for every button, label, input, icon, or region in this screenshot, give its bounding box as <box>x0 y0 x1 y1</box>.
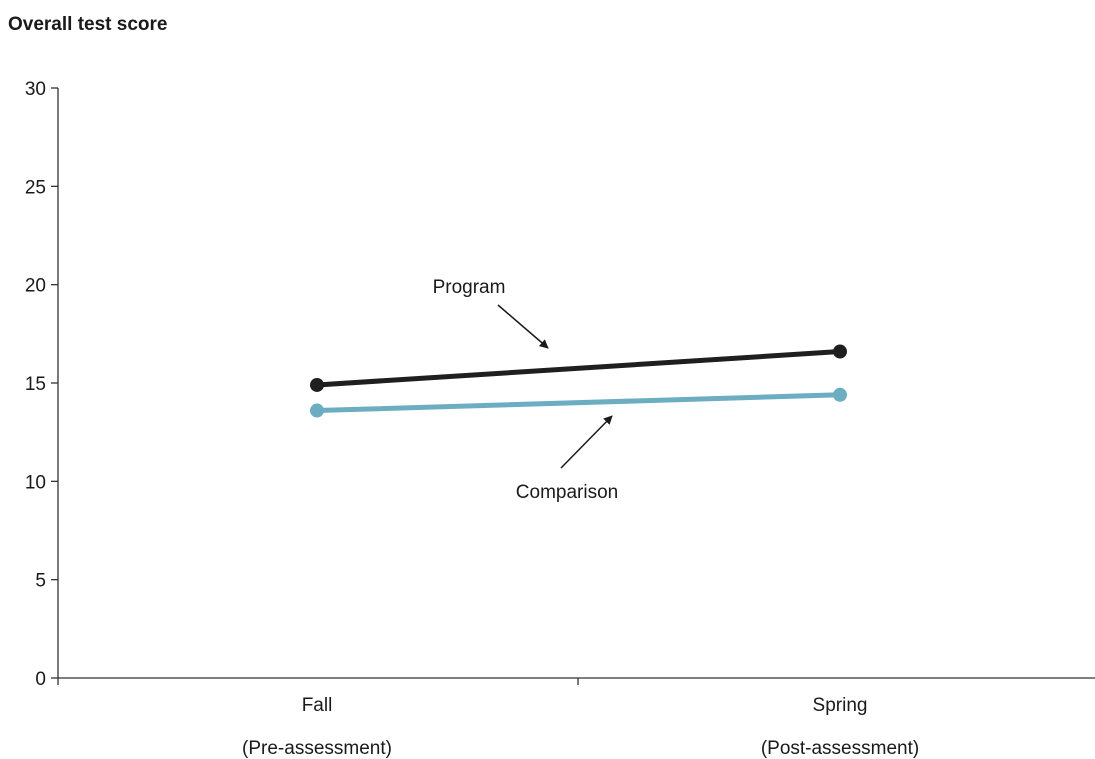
y-tick-label: 0 <box>35 669 46 690</box>
data-point-comparison <box>833 387 847 402</box>
annotations: Program Comparison <box>433 277 619 503</box>
data-point-program <box>833 344 847 359</box>
x-category-label: Fall <box>302 695 333 716</box>
y-axis-title: Overall test score <box>8 14 167 35</box>
x-category-label: Spring <box>813 695 868 716</box>
annotation-program-arrow <box>497 304 549 349</box>
y-tick-label: 15 <box>25 374 46 395</box>
x-category-sublabel: (Post-assessment) <box>761 738 919 759</box>
x-ticks: Fall (Pre-assessment) Spring (Post-assessme… <box>57 678 919 759</box>
y-tick-label: 25 <box>25 177 46 198</box>
series-line-comparison <box>314 392 843 414</box>
y-tick-label: 10 <box>25 472 46 493</box>
data-point-program <box>310 377 324 392</box>
y-ticks: 0 5 10 15 20 25 30 <box>25 79 58 690</box>
annotation-comparison-arrow <box>560 415 613 469</box>
annotation-program: Program <box>433 277 506 298</box>
data-point-comparison <box>310 403 324 418</box>
x-category-sublabel: (Pre-assessment) <box>242 738 392 759</box>
y-tick-label: 5 <box>35 571 46 592</box>
series-line-program <box>314 349 843 388</box>
y-tick-label: 20 <box>25 276 46 297</box>
series-layer <box>310 344 847 418</box>
y-tick-label: 30 <box>25 79 46 100</box>
annotation-comparison: Comparison <box>516 482 618 503</box>
